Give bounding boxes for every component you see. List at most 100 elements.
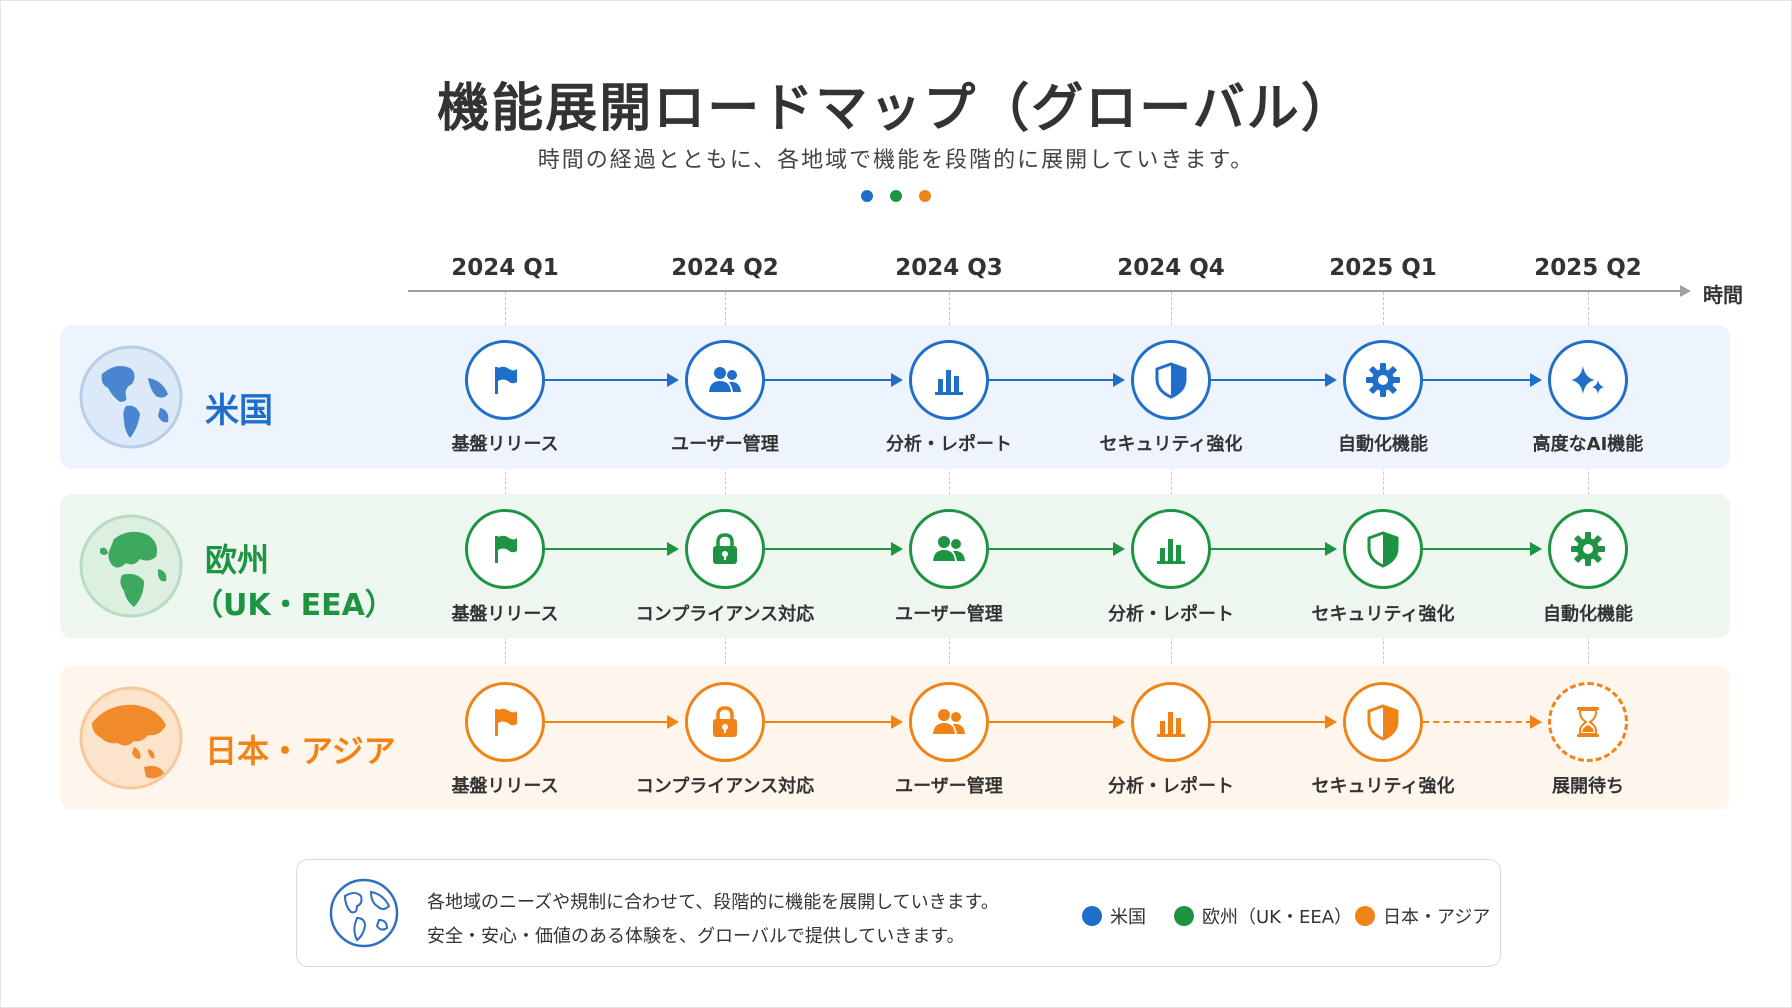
connector-arrow	[1211, 379, 1327, 381]
arrow-head-icon	[667, 373, 679, 387]
sparkle-icon	[1571, 366, 1604, 394]
milestone-label: コンプライアンス対応	[635, 776, 815, 797]
arrow-head-icon	[891, 373, 903, 387]
milestone-label: ユーザー管理	[895, 604, 1003, 625]
arrow-head-icon	[1325, 373, 1337, 387]
legend-label: 日本・アジア	[1383, 907, 1491, 928]
milestone-node[interactable]	[1343, 340, 1423, 420]
connector-arrow	[765, 721, 893, 723]
milestone-label: コンプライアンス対応	[635, 604, 815, 625]
connector-arrow	[989, 721, 1115, 723]
note-box: 各地域のニーズや規制に合わせて、段階的に機能を展開していきます。 安全・安心・価…	[296, 859, 1501, 967]
connector-arrow	[545, 721, 669, 723]
region-band-us	[60, 325, 1730, 469]
arrow-head-icon	[1325, 715, 1337, 729]
note-line-2: 安全・安心・価値のある体験を、グローバルで提供していきます。	[427, 926, 965, 947]
milestone-label: 分析・レポート	[1108, 776, 1234, 797]
bar-chart-icon	[935, 370, 963, 395]
time-axis-arrow-icon	[1680, 285, 1691, 297]
connector-arrow	[765, 379, 893, 381]
milestone-node[interactable]	[1131, 682, 1211, 762]
region-name-eu: 欧州	[205, 541, 270, 579]
milestone-node[interactable]	[685, 340, 765, 420]
connector-arrow	[545, 548, 669, 550]
users-icon	[933, 709, 965, 734]
quarter-label: 2024 Q2	[671, 255, 779, 281]
connector-arrow	[545, 379, 669, 381]
arrow-head-icon	[891, 542, 903, 556]
milestone-label: 自動化機能	[1543, 604, 1633, 625]
region-name-us: 米国	[205, 391, 273, 431]
region-name-asia: 日本・アジア	[205, 732, 396, 770]
milestone-node[interactable]	[909, 340, 989, 420]
milestone-label: ユーザー管理	[671, 434, 779, 455]
milestone-node[interactable]	[685, 682, 765, 762]
arrow-head-icon	[667, 715, 679, 729]
flag-icon	[495, 708, 517, 736]
shield-icon	[1367, 704, 1399, 741]
milestone-node[interactable]	[1131, 509, 1211, 589]
lock-icon	[713, 706, 737, 737]
quarter-label: 2024 Q4	[1117, 255, 1225, 281]
time-axis-label: 時間	[1703, 283, 1743, 307]
connector-arrow	[765, 548, 893, 550]
legend-item-us: 米国	[1082, 903, 1146, 929]
shield-icon	[1367, 531, 1399, 568]
legend-dot-orange	[1355, 906, 1375, 926]
note-line-1: 各地域のニーズや規制に合わせて、段階的に機能を展開していきます。	[427, 892, 999, 913]
milestone-node[interactable]	[1548, 340, 1628, 420]
dot-orange	[919, 190, 931, 202]
milestone-node[interactable]	[1548, 509, 1628, 589]
quarter-label: 2025 Q1	[1329, 255, 1437, 281]
milestone-node[interactable]	[465, 340, 545, 420]
milestone-node[interactable]	[1343, 509, 1423, 589]
region-name-eu-sub: （UK・EEA）	[193, 588, 395, 623]
milestone-label: 分析・レポート	[1108, 604, 1234, 625]
legend-item-eu: 欧州（UK・EEA）	[1174, 903, 1352, 929]
milestone-node-pending[interactable]	[1548, 682, 1628, 762]
region-band-eu	[60, 494, 1730, 638]
milestone-label: 高度なAI機能	[1532, 434, 1644, 455]
quarter-label: 2025 Q2	[1534, 255, 1642, 281]
milestone-node[interactable]	[465, 509, 545, 589]
time-axis	[408, 290, 1683, 292]
milestone-label: 展開待ち	[1552, 776, 1624, 797]
milestone-node[interactable]	[685, 509, 765, 589]
connector-arrow	[989, 379, 1115, 381]
milestone-label: 分析・レポート	[886, 434, 1012, 455]
arrow-head-icon	[1530, 542, 1542, 556]
page-title: 機能展開ロードマップ（グローバル）	[437, 79, 1355, 139]
flag-icon	[495, 366, 517, 394]
legend-dot-green	[1174, 906, 1194, 926]
connector-arrow	[1423, 548, 1532, 550]
users-icon	[709, 367, 741, 392]
lock-icon	[713, 533, 737, 564]
globe-americas-icon	[79, 345, 183, 449]
globe-asia-icon	[79, 686, 183, 790]
gear-icon	[1571, 532, 1605, 566]
milestone-node[interactable]	[1343, 682, 1423, 762]
milestone-label: ユーザー管理	[895, 776, 1003, 797]
quarter-label: 2024 Q3	[895, 255, 1003, 281]
bar-chart-icon	[1157, 539, 1185, 564]
arrow-head-icon	[1325, 542, 1337, 556]
legend-label: 欧州（UK・EEA）	[1202, 907, 1353, 928]
connector-arrow-pending	[1423, 721, 1532, 723]
arrow-head-icon	[1113, 542, 1125, 556]
connector-arrow	[1423, 379, 1532, 381]
arrow-head-icon	[1530, 715, 1542, 729]
globe-europe-icon	[79, 514, 183, 618]
connector-arrow	[1211, 721, 1327, 723]
milestone-node[interactable]	[465, 682, 545, 762]
milestone-node[interactable]	[1131, 340, 1211, 420]
connector-arrow	[989, 548, 1115, 550]
connector-arrow	[1211, 548, 1327, 550]
milestone-label: 自動化機能	[1338, 434, 1428, 455]
arrow-head-icon	[667, 542, 679, 556]
milestone-node[interactable]	[909, 682, 989, 762]
arrow-head-icon	[1113, 715, 1125, 729]
milestone-node[interactable]	[909, 509, 989, 589]
milestone-label: セキュリティ強化	[1311, 776, 1455, 797]
milestone-label: セキュリティ強化	[1099, 434, 1243, 455]
users-icon	[933, 536, 965, 561]
